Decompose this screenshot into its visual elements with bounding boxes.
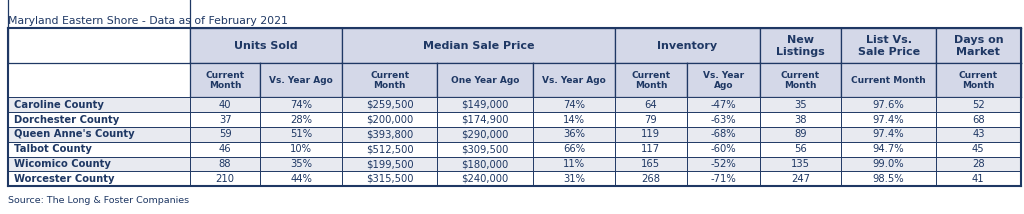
Text: 40: 40 bbox=[219, 100, 231, 110]
Text: 97.4%: 97.4% bbox=[872, 129, 904, 140]
Text: 59: 59 bbox=[219, 129, 231, 140]
Text: New
Listings: New Listings bbox=[776, 35, 825, 57]
Text: Queen Anne's County: Queen Anne's County bbox=[13, 129, 134, 140]
Text: $290,000: $290,000 bbox=[462, 129, 509, 140]
Text: 37: 37 bbox=[219, 115, 231, 125]
Text: 52: 52 bbox=[972, 100, 985, 110]
Text: 119: 119 bbox=[641, 129, 660, 140]
Text: 74%: 74% bbox=[563, 100, 585, 110]
Text: 35: 35 bbox=[795, 100, 807, 110]
Text: $315,500: $315,500 bbox=[366, 174, 414, 184]
Text: 36%: 36% bbox=[563, 129, 585, 140]
Text: $512,500: $512,500 bbox=[366, 144, 414, 154]
Text: 68: 68 bbox=[972, 115, 985, 125]
Text: 38: 38 bbox=[795, 115, 807, 125]
Text: $149,000: $149,000 bbox=[462, 100, 509, 110]
Text: 74%: 74% bbox=[290, 100, 312, 110]
Text: Source: The Long & Foster Companies: Source: The Long & Foster Companies bbox=[8, 196, 189, 205]
Text: -60%: -60% bbox=[711, 144, 736, 154]
Text: Dorchester County: Dorchester County bbox=[13, 115, 119, 125]
Text: $259,500: $259,500 bbox=[366, 100, 414, 110]
Text: Current
Month: Current Month bbox=[958, 71, 998, 90]
Text: 46: 46 bbox=[219, 144, 231, 154]
Text: 31%: 31% bbox=[563, 174, 585, 184]
Text: List Vs.
Sale Price: List Vs. Sale Price bbox=[857, 35, 920, 57]
Text: Units Sold: Units Sold bbox=[234, 41, 298, 51]
Text: Current
Month: Current Month bbox=[370, 71, 410, 90]
Text: -52%: -52% bbox=[711, 159, 736, 169]
Text: 210: 210 bbox=[216, 174, 234, 184]
Text: $199,500: $199,500 bbox=[366, 159, 414, 169]
Text: 28%: 28% bbox=[290, 115, 312, 125]
Text: 97.4%: 97.4% bbox=[872, 115, 904, 125]
Text: 99.0%: 99.0% bbox=[872, 159, 904, 169]
Text: Talbot County: Talbot County bbox=[13, 144, 91, 154]
Text: 66%: 66% bbox=[563, 144, 585, 154]
Text: -71%: -71% bbox=[711, 174, 736, 184]
Text: -63%: -63% bbox=[711, 115, 736, 125]
Text: One Year Ago: One Year Ago bbox=[451, 76, 519, 85]
Text: Median Sale Price: Median Sale Price bbox=[423, 41, 535, 51]
Text: 88: 88 bbox=[219, 159, 231, 169]
Text: $180,000: $180,000 bbox=[462, 159, 509, 169]
Text: $240,000: $240,000 bbox=[462, 174, 509, 184]
Text: 41: 41 bbox=[972, 174, 985, 184]
Text: Current
Month: Current Month bbox=[206, 71, 245, 90]
Text: -47%: -47% bbox=[711, 100, 736, 110]
Text: $309,500: $309,500 bbox=[462, 144, 509, 154]
Text: Maryland Eastern Shore - Data as of February 2021: Maryland Eastern Shore - Data as of Febr… bbox=[8, 16, 288, 26]
Text: 35%: 35% bbox=[290, 159, 312, 169]
Text: Current Month: Current Month bbox=[851, 76, 926, 85]
Text: 51%: 51% bbox=[290, 129, 312, 140]
Text: $393,800: $393,800 bbox=[366, 129, 414, 140]
Text: Vs. Year
Ago: Vs. Year Ago bbox=[702, 71, 744, 90]
Text: Current
Month: Current Month bbox=[781, 71, 820, 90]
Text: 64: 64 bbox=[645, 100, 657, 110]
Text: 28: 28 bbox=[972, 159, 985, 169]
Text: $174,900: $174,900 bbox=[462, 115, 509, 125]
Text: 97.6%: 97.6% bbox=[872, 100, 904, 110]
Text: 268: 268 bbox=[641, 174, 660, 184]
Text: Wicomico County: Wicomico County bbox=[13, 159, 111, 169]
Text: 79: 79 bbox=[644, 115, 657, 125]
Text: 89: 89 bbox=[795, 129, 807, 140]
Text: Caroline County: Caroline County bbox=[13, 100, 103, 110]
Text: 11%: 11% bbox=[563, 159, 585, 169]
Text: Vs. Year Ago: Vs. Year Ago bbox=[542, 76, 606, 85]
Text: $200,000: $200,000 bbox=[366, 115, 414, 125]
Text: 45: 45 bbox=[972, 144, 985, 154]
Text: Vs. Year Ago: Vs. Year Ago bbox=[269, 76, 333, 85]
Text: 94.7%: 94.7% bbox=[872, 144, 904, 154]
Text: 247: 247 bbox=[792, 174, 810, 184]
Text: 43: 43 bbox=[972, 129, 985, 140]
Text: Worcester County: Worcester County bbox=[13, 174, 114, 184]
Text: 56: 56 bbox=[795, 144, 807, 154]
Text: Current
Month: Current Month bbox=[632, 71, 671, 90]
Text: 10%: 10% bbox=[290, 144, 312, 154]
Text: 165: 165 bbox=[641, 159, 660, 169]
Text: Days on
Market: Days on Market bbox=[953, 35, 1004, 57]
Text: 135: 135 bbox=[792, 159, 810, 169]
Text: 44%: 44% bbox=[290, 174, 312, 184]
Text: 98.5%: 98.5% bbox=[872, 174, 904, 184]
Text: Inventory: Inventory bbox=[657, 41, 717, 51]
Text: 117: 117 bbox=[641, 144, 660, 154]
Text: 14%: 14% bbox=[563, 115, 585, 125]
Text: -68%: -68% bbox=[711, 129, 736, 140]
